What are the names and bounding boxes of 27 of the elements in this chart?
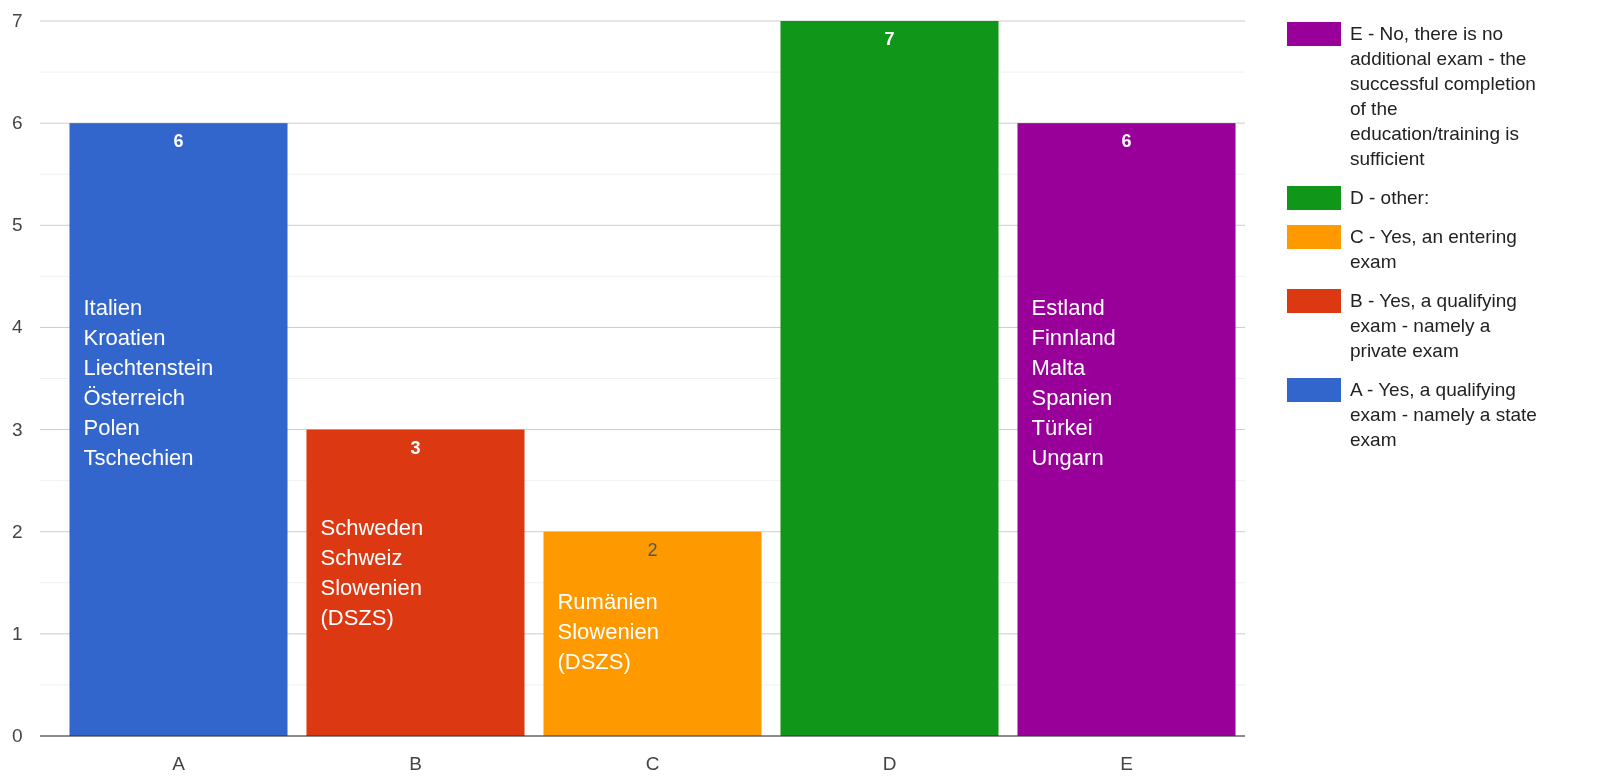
legend-label: C - Yes, an entering exam — [1350, 226, 1517, 272]
annotation: Estland Finnland Malta Spanien Türkei Ungarn — [1031, 294, 1116, 470]
data-label: 6 — [1121, 131, 1132, 152]
legend-label: E - No, there is no additional exam - the successful completion of the education/training is sufficient — [1350, 23, 1536, 169]
y-tick-label: 2 — [12, 520, 23, 542]
x-tick-label: C — [645, 753, 660, 774]
y-tick-label: 0 — [12, 725, 23, 746]
data-label: 7 — [884, 29, 895, 49]
y-tick-label: 1 — [12, 622, 23, 644]
annotation: Italien Kroatien Liechtenstein Österreich Polen Tschechien — [83, 294, 214, 470]
y-tick-label: 5 — [12, 214, 23, 236]
legend-label: A - Yes, a qualifying exam - namely a state exam — [1350, 379, 1537, 450]
legend-label: D - other: — [1350, 187, 1430, 208]
x-tick-label: E — [1120, 753, 1133, 774]
y-tick-label: 3 — [12, 418, 23, 440]
legend-label: B - Yes, a qualifying exam - namely a private exam — [1350, 290, 1517, 361]
data-label: 6 — [173, 131, 184, 152]
annotation: Rumänien Slowenien (DSZS) — [557, 588, 659, 674]
x-tick-label: A — [172, 753, 186, 774]
y-tick-label: 7 — [12, 10, 23, 31]
y-tick-label: 6 — [12, 112, 23, 134]
annotation: Schweden Schweiz Slowenien (DSZS) — [320, 515, 424, 631]
x-tick-label: D — [882, 753, 897, 774]
x-tick-label: B — [409, 753, 422, 774]
y-tick-label: 4 — [12, 316, 23, 338]
data-label: 2 — [647, 539, 658, 560]
data-label: 3 — [410, 437, 421, 458]
